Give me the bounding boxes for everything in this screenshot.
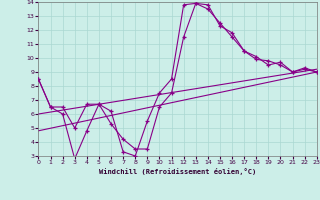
X-axis label: Windchill (Refroidissement éolien,°C): Windchill (Refroidissement éolien,°C)	[99, 168, 256, 175]
